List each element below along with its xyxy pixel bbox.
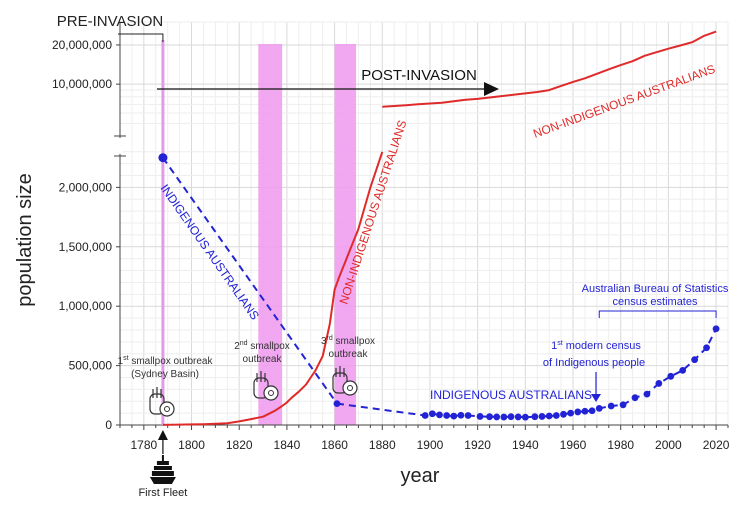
- x-ticks: 1780 1800 1820 1840 1860 1880 1900 1920 1940 1960…: [119, 425, 730, 452]
- indigenous-data-point: [581, 407, 589, 415]
- indigenous-data-point: [545, 412, 553, 420]
- indigenous-flat-label: INDIGENOUS AUSTRALIANS: [430, 388, 592, 402]
- post-invasion-label: POST-INVASION: [361, 67, 477, 84]
- smallpox3-label: 3rd smallpox: [321, 335, 375, 347]
- x-axis-title: year: [401, 465, 440, 487]
- x-tick-label: 1860: [321, 438, 348, 452]
- indigenous-data-point: [476, 413, 484, 420]
- smallpox-period-band: [334, 44, 357, 425]
- non-indigenous-series-line: [382, 30, 717, 108]
- x-tick-label: 1880: [369, 438, 396, 452]
- y-tick-label: 500,000: [69, 359, 113, 373]
- y-axis-title: population size: [14, 173, 36, 306]
- smallpox2-sublabel: outbreak: [243, 354, 283, 365]
- indigenous-data-point: [158, 153, 168, 163]
- hand-virus-icon: [332, 366, 358, 396]
- y-tick-label: 1,000,000: [59, 299, 113, 313]
- y-tick-label: 1,500,000: [59, 240, 113, 254]
- x-tick-label: 1920: [464, 438, 491, 452]
- post-invasion-arrowhead: [484, 82, 499, 96]
- abs-sublabel: census estimates: [613, 296, 698, 308]
- pre-invasion-label: PRE-INVASION: [57, 13, 163, 30]
- indigenous-data-point: [712, 325, 720, 333]
- indigenous-data-point: [655, 380, 663, 387]
- smallpox-period-band: [258, 44, 283, 425]
- indigenous-data-point: [493, 413, 501, 421]
- census-sublabel: of Indigenous people: [543, 357, 645, 369]
- ship-icon: [149, 455, 176, 484]
- smallpox1-label: 1st smallpox outbreak: [118, 355, 214, 367]
- smallpox3-sublabel: outbreak: [329, 349, 369, 360]
- indigenous-data-point: [514, 413, 522, 421]
- indigenous-data-point: [691, 356, 699, 364]
- indigenous-data-point: [667, 372, 675, 380]
- x-tick-label: 1820: [226, 438, 253, 452]
- indigenous-data-point: [560, 410, 567, 418]
- pre-invasion-bracket: [118, 33, 164, 42]
- census-label: 1st modern census: [551, 340, 641, 352]
- indigenous-data-point: [486, 413, 493, 421]
- y-tick-label: 10,000,000: [52, 77, 112, 91]
- x-tick-label: 2000: [655, 438, 682, 452]
- indigenous-data-point: [588, 407, 596, 415]
- indigenous-series-line: [162, 157, 338, 405]
- y-tick-label: 0: [105, 418, 112, 432]
- x-tick-label: 1840: [274, 438, 301, 452]
- indigenous-data-point: [631, 394, 639, 402]
- x-tick-label: 1900: [417, 438, 444, 452]
- first-fleet-arrowhead: [157, 430, 168, 440]
- indigenous-data-point: [567, 409, 575, 417]
- indigenous-data-point: [703, 344, 710, 352]
- indigenous-data-point: [443, 412, 451, 419]
- indigenous-data-point: [595, 404, 603, 412]
- abs-bracket: [598, 310, 717, 318]
- indigenous-data-point: [500, 413, 508, 421]
- axis-break-gap: [117, 138, 123, 154]
- hand-virus-icon: [149, 387, 175, 417]
- x-tick-label: 1940: [512, 438, 539, 452]
- indigenous-data-point: [421, 412, 429, 419]
- points-layer: [158, 153, 720, 421]
- y-tick-label: 20,000,000: [52, 38, 112, 52]
- y-ticks: 0 500,000 1,000,000 1,500,000 2,000,000 10,00…: [52, 38, 120, 432]
- indigenous-data-point: [679, 366, 687, 374]
- smallpox-shading: [258, 44, 357, 425]
- abs-label: Australian Bureau of Statistics: [582, 283, 729, 295]
- x-tick-label: 1980: [607, 438, 634, 452]
- y-tick-label: 2,000,000: [59, 180, 113, 194]
- indigenous-data-point: [428, 410, 436, 418]
- non-indigenous-series-line: [162, 151, 384, 426]
- indigenous-data-point: [552, 412, 560, 419]
- smallpox2-label: 2nd smallpox: [234, 340, 290, 352]
- indigenous-data-point: [521, 413, 529, 421]
- indigenous-data-point: [436, 411, 443, 419]
- smallpox1-sublabel: (Sydney Basin): [131, 369, 199, 380]
- first-fleet-label: First Fleet: [138, 487, 187, 499]
- indigenous-data-point: [457, 411, 465, 419]
- indigenous-data-point: [643, 390, 651, 398]
- indigenous-data-point: [464, 412, 472, 419]
- indigenous-data-point: [507, 413, 515, 421]
- census-arrowhead: [591, 394, 601, 402]
- hand-virus-icon: [253, 371, 279, 401]
- indigenous-data-point: [450, 412, 458, 420]
- x-tick-label: 1960: [560, 438, 587, 452]
- indigenous-data-point: [333, 400, 341, 408]
- indigenous-data-point: [538, 413, 546, 420]
- x-tick-label: 2020: [703, 438, 730, 452]
- indigenous-data-point: [574, 408, 582, 416]
- x-tick-label: 1780: [130, 438, 157, 452]
- indigenous-data-point: [619, 401, 627, 409]
- indigenous-data-point: [531, 413, 539, 421]
- x-tick-label: 1800: [178, 438, 205, 452]
- indigenous-data-point: [607, 402, 615, 410]
